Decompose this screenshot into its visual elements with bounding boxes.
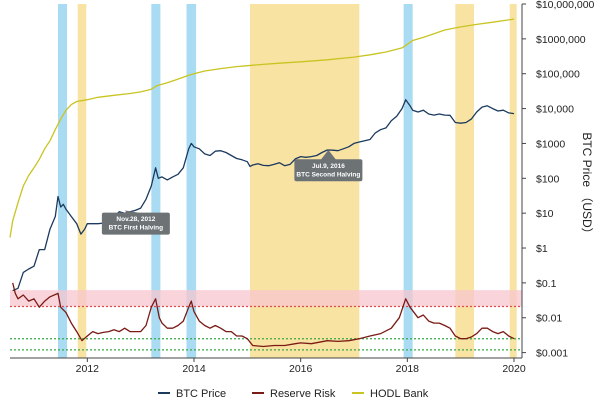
shaded-period-3 (186, 4, 197, 358)
x-tick-label: 2012 (76, 363, 100, 375)
y-tick-label: $0.01 (536, 313, 562, 325)
annotations: Nov.28, 2012 BTC First Halving Jul.9, 2016… (101, 149, 363, 235)
legend-label: BTC Price (176, 388, 226, 400)
callout-box-1 (294, 159, 363, 182)
series-lines (9, 18, 515, 348)
y-tick-label: $0.001 (536, 348, 568, 360)
y-tick-label: $10 (536, 208, 554, 220)
shaded-period-2 (151, 4, 161, 358)
y-tick-label: $10,000 (536, 104, 574, 116)
reserve-risk-band (10, 290, 522, 351)
tick-labels: $10,000,000 $1000,000 $100,000 $10,000 $1000… (76, 0, 595, 375)
x-tick-label: 2014 (182, 363, 206, 375)
shaded-period-0 (58, 4, 68, 358)
shaded-period-5 (403, 4, 413, 358)
y-tick-label: $10,000,000 (536, 0, 595, 11)
callout-box-0 (101, 212, 170, 235)
shaded-period-6 (455, 4, 474, 358)
risk-band (10, 290, 522, 307)
x-tick-label: 2018 (396, 363, 420, 375)
y-tick-label: $1000 (536, 138, 565, 150)
y-tick-label: $0.1 (536, 278, 557, 290)
y-tick-label: $100 (536, 173, 560, 185)
x-tick-label: 2016 (289, 363, 313, 375)
shaded-period-7 (509, 4, 517, 358)
y-tick-label: $1000,000 (536, 34, 586, 46)
legend: BTC Price Reserve Risk HODL Bank (158, 388, 429, 400)
callout-text: Jul.9, 2016 (312, 163, 345, 170)
series-line-btc-price (12, 99, 515, 292)
callout-pointer-1 (320, 149, 337, 161)
callout-text: BTC First Halving (109, 225, 164, 232)
legend-label: HODL Bank (370, 388, 429, 400)
callout-text: Nov.28, 2012 (116, 216, 155, 223)
shaded-period-1 (77, 4, 87, 358)
y-tick-label: $1 (536, 243, 548, 255)
series-line-reserve-risk (12, 282, 515, 348)
legend-label: Reserve Risk (270, 388, 336, 400)
x-tick-label: 2020 (502, 363, 526, 375)
y-axis-title: BTC Price （USD） (580, 132, 594, 239)
axes (10, 4, 523, 359)
callout-text: BTC Second Halving (296, 171, 360, 178)
series-line-hodl-bank (9, 18, 515, 238)
y-tick-label: $100,000 (536, 69, 580, 81)
